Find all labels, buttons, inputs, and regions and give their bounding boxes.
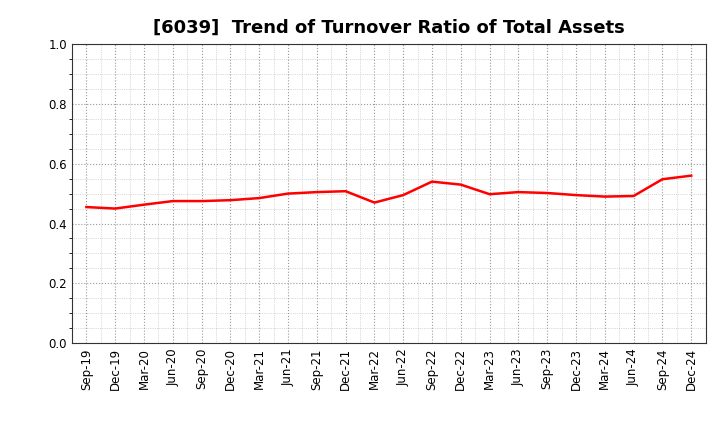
Title: [6039]  Trend of Turnover Ratio of Total Assets: [6039] Trend of Turnover Ratio of Total … xyxy=(153,19,625,37)
